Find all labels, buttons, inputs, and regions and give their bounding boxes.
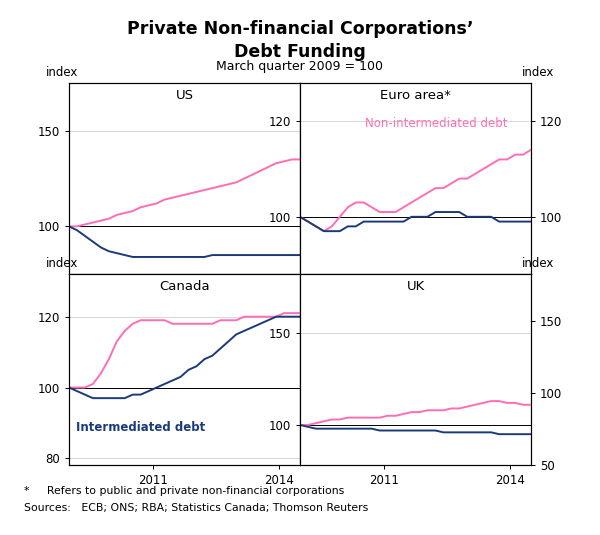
Text: *     Refers to public and private non-financial corporations: * Refers to public and private non-finan… [24,486,344,496]
Text: Private Non-financial Corporations’
Debt Funding: Private Non-financial Corporations’ Debt… [127,20,473,60]
Text: Non-intermediated debt: Non-intermediated debt [365,117,507,131]
Text: index: index [522,257,554,270]
Text: UK: UK [406,280,425,293]
Text: index: index [46,257,78,270]
Text: US: US [176,89,193,102]
Text: Intermediated debt: Intermediated debt [76,422,205,434]
Text: March quarter 2009 = 100: March quarter 2009 = 100 [217,60,383,73]
Text: Sources:   ECB; ONS; RBA; Statistics Canada; Thomson Reuters: Sources: ECB; ONS; RBA; Statistics Canad… [24,503,368,513]
Text: Euro area*: Euro area* [380,89,451,102]
Text: Canada: Canada [159,280,210,293]
Text: index: index [46,66,78,79]
Text: index: index [522,66,554,79]
